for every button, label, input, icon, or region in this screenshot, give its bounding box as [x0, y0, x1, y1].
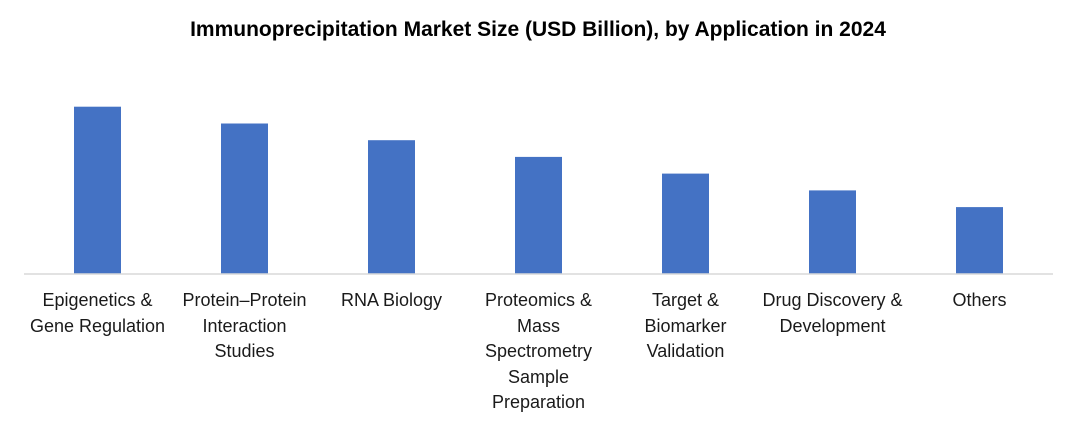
category-label-2: Protein–Protein Interaction Studies [182, 290, 307, 361]
bar-3 [368, 140, 415, 274]
category-label-4: Proteomics & Mass Spectrometry Sample Pr… [484, 290, 593, 412]
bar-6 [809, 190, 856, 274]
bar-5 [662, 173, 709, 274]
category-label-5: Target & Biomarker Validation [644, 290, 727, 361]
category-label-7: Others [952, 290, 1007, 310]
chart-title: Immunoprecipitation Market Size (USD Bil… [190, 18, 886, 41]
category-label-6: Drug Discovery & Development [762, 290, 903, 336]
bar-2 [221, 123, 268, 274]
bars-group [74, 106, 1003, 274]
bar-7 [956, 207, 1003, 274]
category-label-3: RNA Biology [340, 290, 443, 310]
category-label-1: Epigenetics & Gene Regulation [29, 290, 166, 336]
bar-4 [515, 156, 562, 274]
bar-1 [74, 106, 121, 274]
